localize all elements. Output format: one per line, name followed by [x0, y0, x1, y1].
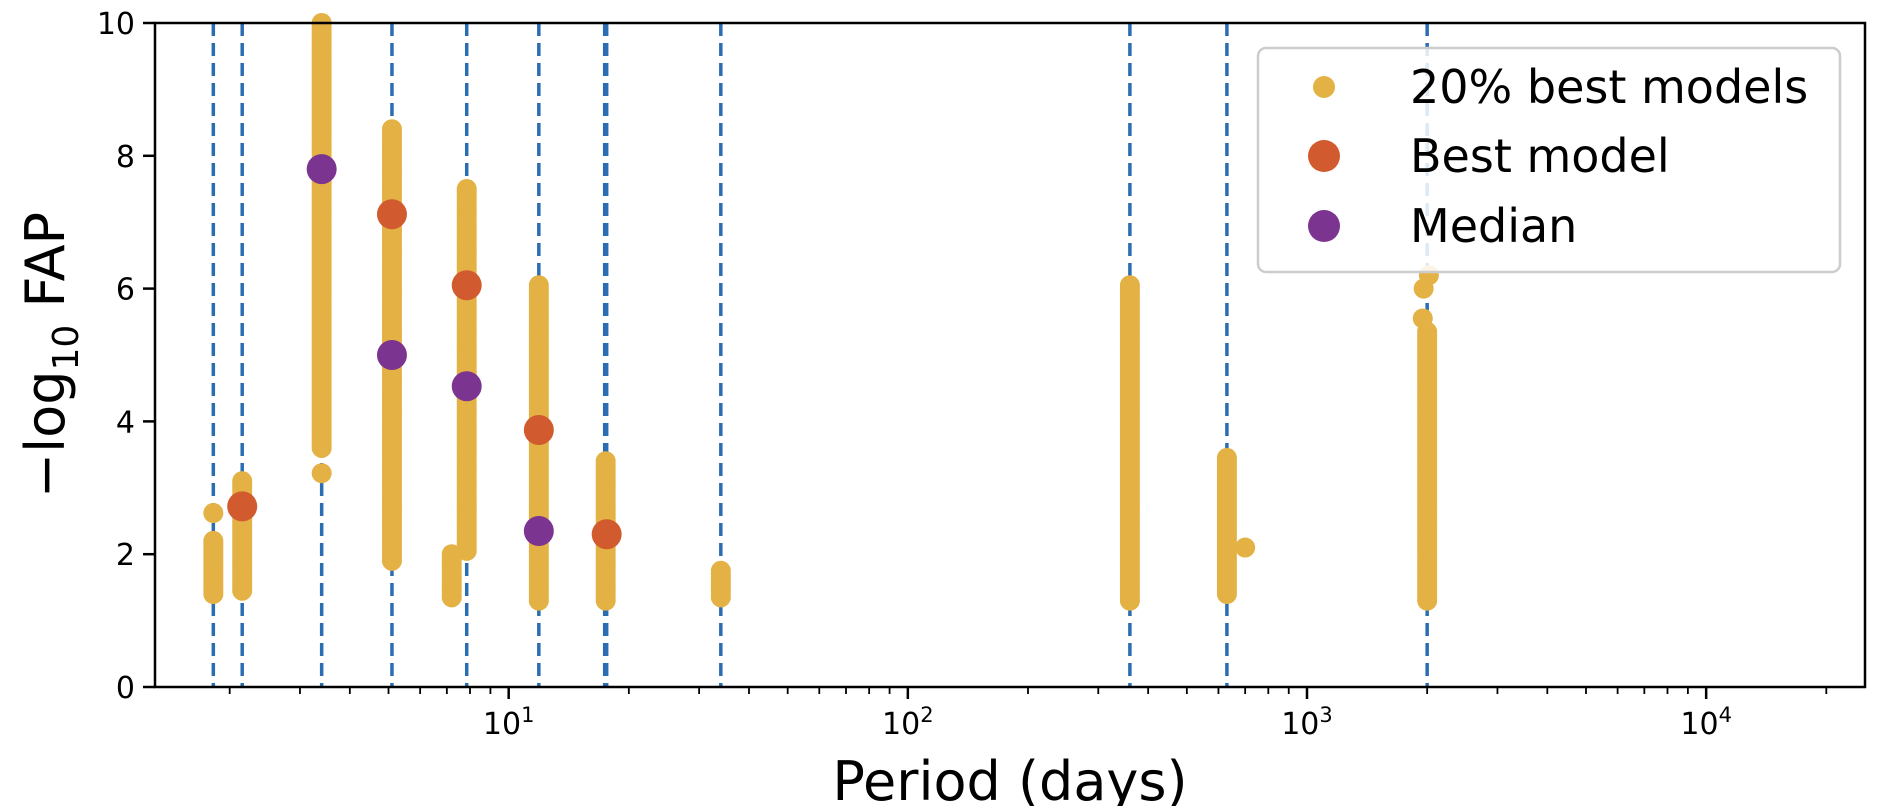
y-axis-title: −log10 FAP [14, 212, 87, 498]
best-model-point-2 [451, 270, 482, 301]
best-models-point-extra-3 [1412, 308, 1433, 329]
x-tick-label-1: 102 [882, 703, 934, 742]
legend-frame [1256, 46, 1842, 274]
best-models-column-0 [203, 530, 224, 605]
best-models-column-8 [710, 560, 731, 608]
x-axis-title: Period (days) [832, 750, 1187, 806]
y-tick-label-5: 10 [97, 7, 135, 42]
median-point-3 [523, 515, 554, 546]
legend-label-median: Median [1410, 199, 1577, 253]
best-models-point [232, 471, 253, 492]
best-models-point [528, 275, 549, 296]
best-model-point-4 [591, 519, 622, 550]
legend-label-best-model: Best model [1410, 129, 1670, 183]
y-tick-label-1: 2 [116, 538, 135, 573]
median-point-2 [451, 371, 482, 402]
legend-marker-best-models [1313, 76, 1335, 98]
best-models-point [1119, 275, 1140, 296]
best-models-column-5 [441, 544, 462, 608]
y-tick-label-2: 4 [116, 405, 135, 440]
best-models-point-extra-0 [203, 503, 224, 524]
x-tick-label-0: 101 [483, 703, 535, 742]
best-models-point [1216, 447, 1237, 468]
best-models-point [595, 451, 616, 472]
best-models-point [381, 119, 402, 140]
best-model-point-1 [376, 199, 407, 230]
legend-marker-median [1308, 210, 1340, 242]
x-axis-ticks: 101 102 103 104 [228, 687, 1828, 742]
best-models-point-extra-2 [1235, 537, 1256, 558]
x-tick-label-3: 104 [1680, 703, 1732, 742]
plot-frame [153, 21, 1867, 689]
best-models-column-9 [1119, 275, 1140, 611]
best-models-column-10 [1216, 447, 1237, 605]
best-models-point [203, 530, 224, 551]
y-tick-label-0: 0 [116, 671, 135, 706]
best-models-column-11 [1417, 321, 1438, 611]
best-models-point [710, 560, 731, 581]
legend-label-best-models: 20% best models [1410, 60, 1808, 114]
legend-marker-best-model [1308, 140, 1340, 172]
best-models-column-4 [456, 179, 477, 561]
x-tick-label-2: 103 [1281, 703, 1333, 742]
median-point-1 [376, 340, 407, 370]
y-axis-ticks: 0 2 4 6 8 10 [97, 7, 155, 706]
best-model-point-0 [227, 491, 258, 522]
plot-points [203, 13, 1439, 611]
y-tick-label-4: 8 [116, 140, 135, 175]
median-point-0 [306, 154, 337, 185]
y-tick-label-3: 6 [116, 273, 135, 308]
best-models-point [456, 179, 477, 199]
best-models-column-2 [311, 13, 332, 458]
best-models-point-extra-1 [311, 463, 332, 484]
best-model-point-3 [523, 415, 554, 446]
best-models-point [441, 544, 462, 565]
best-models-column-1 [232, 471, 253, 601]
legend: 20% best models Best model Median [1256, 46, 1842, 274]
